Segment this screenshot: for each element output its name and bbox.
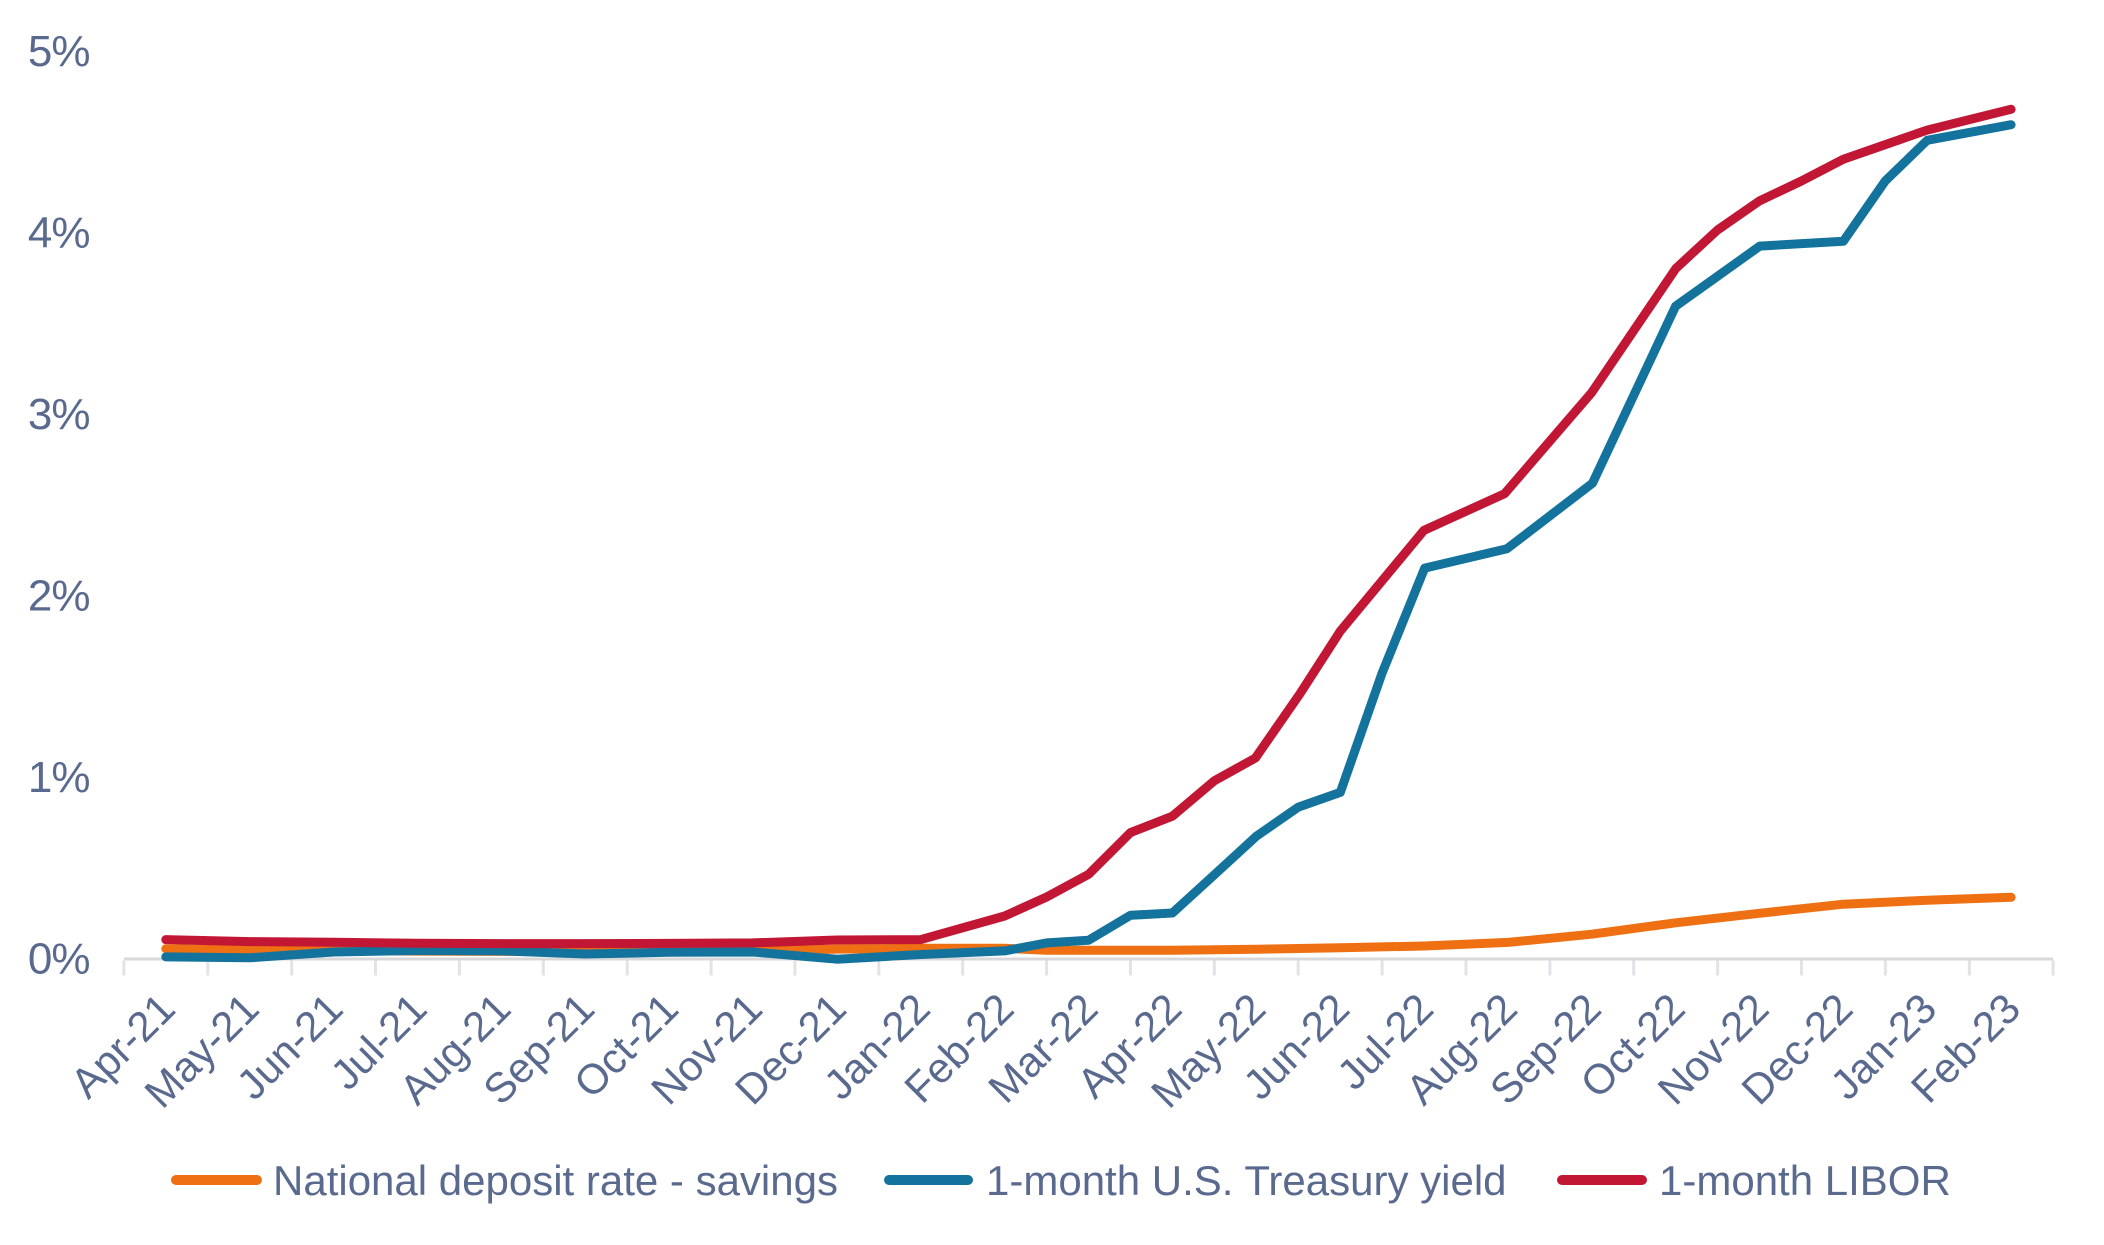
- svg-text:2%: 2%: [28, 572, 90, 621]
- svg-text:5%: 5%: [28, 27, 90, 76]
- svg-text:1%: 1%: [28, 753, 90, 802]
- svg-text:3%: 3%: [28, 390, 90, 439]
- svg-text:1-month LIBOR: 1-month LIBOR: [1659, 1157, 1951, 1204]
- svg-text:0%: 0%: [28, 935, 90, 984]
- svg-text:4%: 4%: [28, 209, 90, 258]
- svg-text:1-month U.S. Treasury yield: 1-month U.S. Treasury yield: [986, 1157, 1507, 1204]
- svg-text:National deposit rate - saving: National deposit rate - savings: [273, 1157, 838, 1204]
